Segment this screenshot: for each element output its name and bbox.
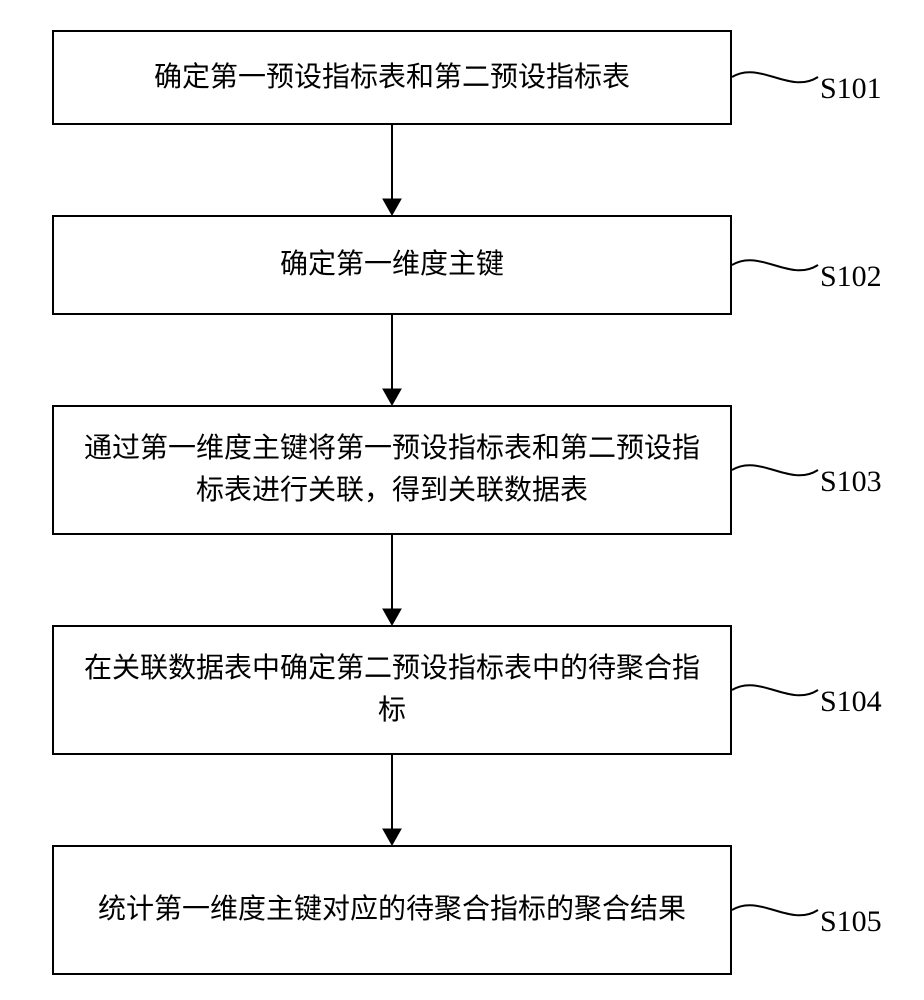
step-text-s105: 统计第一维度主键对应的待聚合指标的聚合结果 xyxy=(98,889,686,931)
step-text-s101: 确定第一预设指标表和第二预设指标表 xyxy=(154,57,630,99)
step-label-s101: S101 xyxy=(820,72,882,106)
step-label-s102: S102 xyxy=(820,260,882,294)
step-label-s105: S105 xyxy=(820,905,882,939)
step-label-s103: S103 xyxy=(820,465,882,499)
flowchart-container: 确定第一预设指标表和第二预设指标表 S101 确定第一维度主键 S102 通过第一维度主… xyxy=(0,0,924,1000)
step-box-s104: 在关联数据表中确定第二预设指标表中的待聚合指标 xyxy=(52,625,732,755)
step-box-s103: 通过第一维度主键将第一预设指标表和第二预设指标表进行关联，得到关联数据表 xyxy=(52,405,732,535)
step-text-s103: 通过第一维度主键将第一预设指标表和第二预设指标表进行关联，得到关联数据表 xyxy=(74,428,710,512)
step-label-s104: S104 xyxy=(820,685,882,719)
step-text-s104: 在关联数据表中确定第二预设指标表中的待聚合指标 xyxy=(74,648,710,732)
step-text-s102: 确定第一维度主键 xyxy=(280,244,504,286)
step-box-s105: 统计第一维度主键对应的待聚合指标的聚合结果 xyxy=(52,845,732,975)
step-box-s101: 确定第一预设指标表和第二预设指标表 xyxy=(52,30,732,125)
step-box-s102: 确定第一维度主键 xyxy=(52,215,732,315)
